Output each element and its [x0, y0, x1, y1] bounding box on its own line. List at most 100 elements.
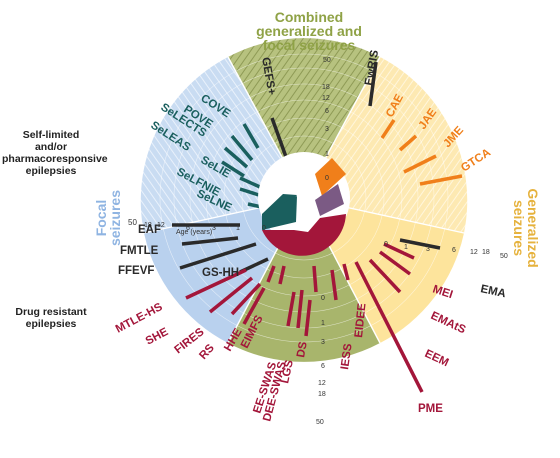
- tick-cl-12: 12: [318, 380, 326, 387]
- center-wedge-orange: [315, 158, 346, 196]
- tick-gen-18: 18: [482, 249, 490, 256]
- tick-cl-3: 3: [321, 339, 325, 346]
- label-eem: EEM: [423, 348, 451, 369]
- label-she: SHE: [144, 326, 171, 348]
- bar-selie: [239, 176, 261, 189]
- tick-cu-0: 0: [325, 175, 329, 182]
- drug-resistant-line2: epilepsies: [25, 318, 77, 331]
- self-limited-line1: Self-limited: [22, 129, 80, 141]
- tick-cu-12: 12: [322, 95, 330, 102]
- tick-gen-1: 1: [404, 244, 408, 251]
- generalized-title-line1: Generalized: [525, 188, 541, 267]
- tick-cu-50: 50: [323, 57, 331, 64]
- tick-cl-18: 18: [318, 391, 326, 398]
- label-eaf: EAF: [138, 224, 161, 236]
- tick-cl-0: 0: [321, 295, 325, 302]
- age-rings: [159, 53, 449, 343]
- bar-selects: [223, 146, 249, 169]
- bar-ffevf: [179, 242, 257, 270]
- sector-titles: Combined generalized and focal seizures …: [93, 9, 541, 268]
- bar-mei: [383, 242, 415, 260]
- bar-seleas: [221, 160, 245, 178]
- tick-gen-6: 6: [452, 247, 456, 254]
- tick-focal-18: 18: [144, 222, 152, 229]
- tick-gen-0: 0: [384, 241, 388, 248]
- label-lgs: LGS: [279, 359, 296, 385]
- label-ds: DS: [295, 340, 310, 358]
- bar-eidee: [342, 263, 350, 281]
- drug-resistant-line1: Drug resistant: [15, 306, 87, 318]
- label-pme: PME: [418, 403, 443, 415]
- bar-dee-swas: [296, 289, 304, 329]
- bar-mtle-hs: [185, 268, 247, 300]
- label-emats: EMAtS: [429, 310, 468, 337]
- label-iess: IESS: [339, 342, 355, 370]
- combined-title-line2: generalized and: [256, 23, 362, 39]
- label-gshh: GS-HH: [202, 267, 239, 279]
- tick-focal-0: 0: [262, 225, 266, 232]
- bar-pme: [354, 261, 424, 393]
- center-wedge-red: [262, 214, 346, 256]
- label-mei: MEI: [431, 283, 454, 301]
- center-wedge-purple: [315, 184, 344, 216]
- label-fmtle: FMTLE: [120, 245, 159, 257]
- bar-cae: [380, 119, 396, 139]
- tick-focal-50: 50: [128, 218, 137, 227]
- tick-focal-3: 3: [212, 225, 216, 232]
- self-limited-label: Self-limited and/or pharmacoresponsive e…: [2, 129, 108, 178]
- generalized-title-line2: seizures: [511, 200, 527, 256]
- age-bars: [172, 61, 463, 393]
- bar-ema: [399, 238, 441, 250]
- bar-ewris: [368, 61, 378, 107]
- focal-title-line1: Focal: [93, 200, 109, 237]
- tick-cl-6: 6: [321, 363, 325, 370]
- focal-lower-sector: [144, 198, 304, 343]
- self-limited-line2: and/or: [34, 141, 68, 154]
- tick-gen-50: 50: [500, 253, 508, 260]
- bar-fmtle: [181, 236, 239, 246]
- label-rs: RS: [197, 342, 217, 362]
- bar-iess: [330, 269, 338, 301]
- bar-ee-swas: [286, 291, 296, 327]
- age-scale-combined-upper: 50 18 12 6 3 1 0: [322, 57, 331, 182]
- label-eidee: EIDEE: [353, 302, 369, 338]
- label-ffevf: FFEVF: [118, 265, 154, 277]
- bar-jme: [403, 154, 437, 174]
- self-limited-line3: pharmacoresponsive: [2, 153, 108, 166]
- bar-jae: [398, 134, 418, 152]
- bar-eimfs: [278, 265, 286, 285]
- bar-lgs: [304, 299, 312, 337]
- bar-ds: [312, 265, 318, 293]
- bar-rs: [242, 287, 266, 325]
- age-axis-title: Age (years): [176, 229, 212, 236]
- bar-eem: [368, 258, 402, 294]
- tick-cu-18: 18: [322, 84, 330, 91]
- tick-focal-1: 1: [236, 225, 240, 232]
- tick-focal-12: 12: [157, 222, 165, 229]
- combined-title-line3: focal seizures: [263, 37, 356, 53]
- tick-cl-50: 50: [316, 419, 324, 426]
- drug-resistant-label: Drug resistant epilepsies: [2, 306, 100, 330]
- tick-cl-1: 1: [321, 320, 325, 327]
- bar-fires: [230, 282, 262, 316]
- combined-title-line1: Combined: [275, 9, 343, 25]
- label-gtca: GTCA: [459, 147, 493, 175]
- tick-gen-12: 12: [470, 249, 478, 256]
- focal-title-line2: seizures: [107, 190, 123, 246]
- bar-cove: [242, 123, 260, 149]
- age-scale-generalized: 0 1 3 6 12 18 50: [384, 241, 508, 260]
- tick-cu-3: 3: [325, 126, 329, 133]
- self-limited-line4: epilepsies: [25, 165, 77, 178]
- sector-backgrounds: [140, 38, 468, 362]
- tick-cu-6: 6: [325, 108, 329, 115]
- generalized-lower-sector: [304, 198, 464, 343]
- age-scale-focal: Age (years) 50 18 12 6 3 1 0: [128, 218, 266, 236]
- age-scale-combined-lower: 0 1 3 6 12 18 50: [316, 295, 326, 426]
- bar-she: [208, 276, 254, 314]
- bar-emats: [378, 250, 412, 276]
- bar-hhe: [266, 265, 276, 283]
- combined-lower-sector: [228, 198, 380, 362]
- center-wedge-teal-2: [262, 196, 297, 230]
- label-ema: EMA: [479, 283, 506, 300]
